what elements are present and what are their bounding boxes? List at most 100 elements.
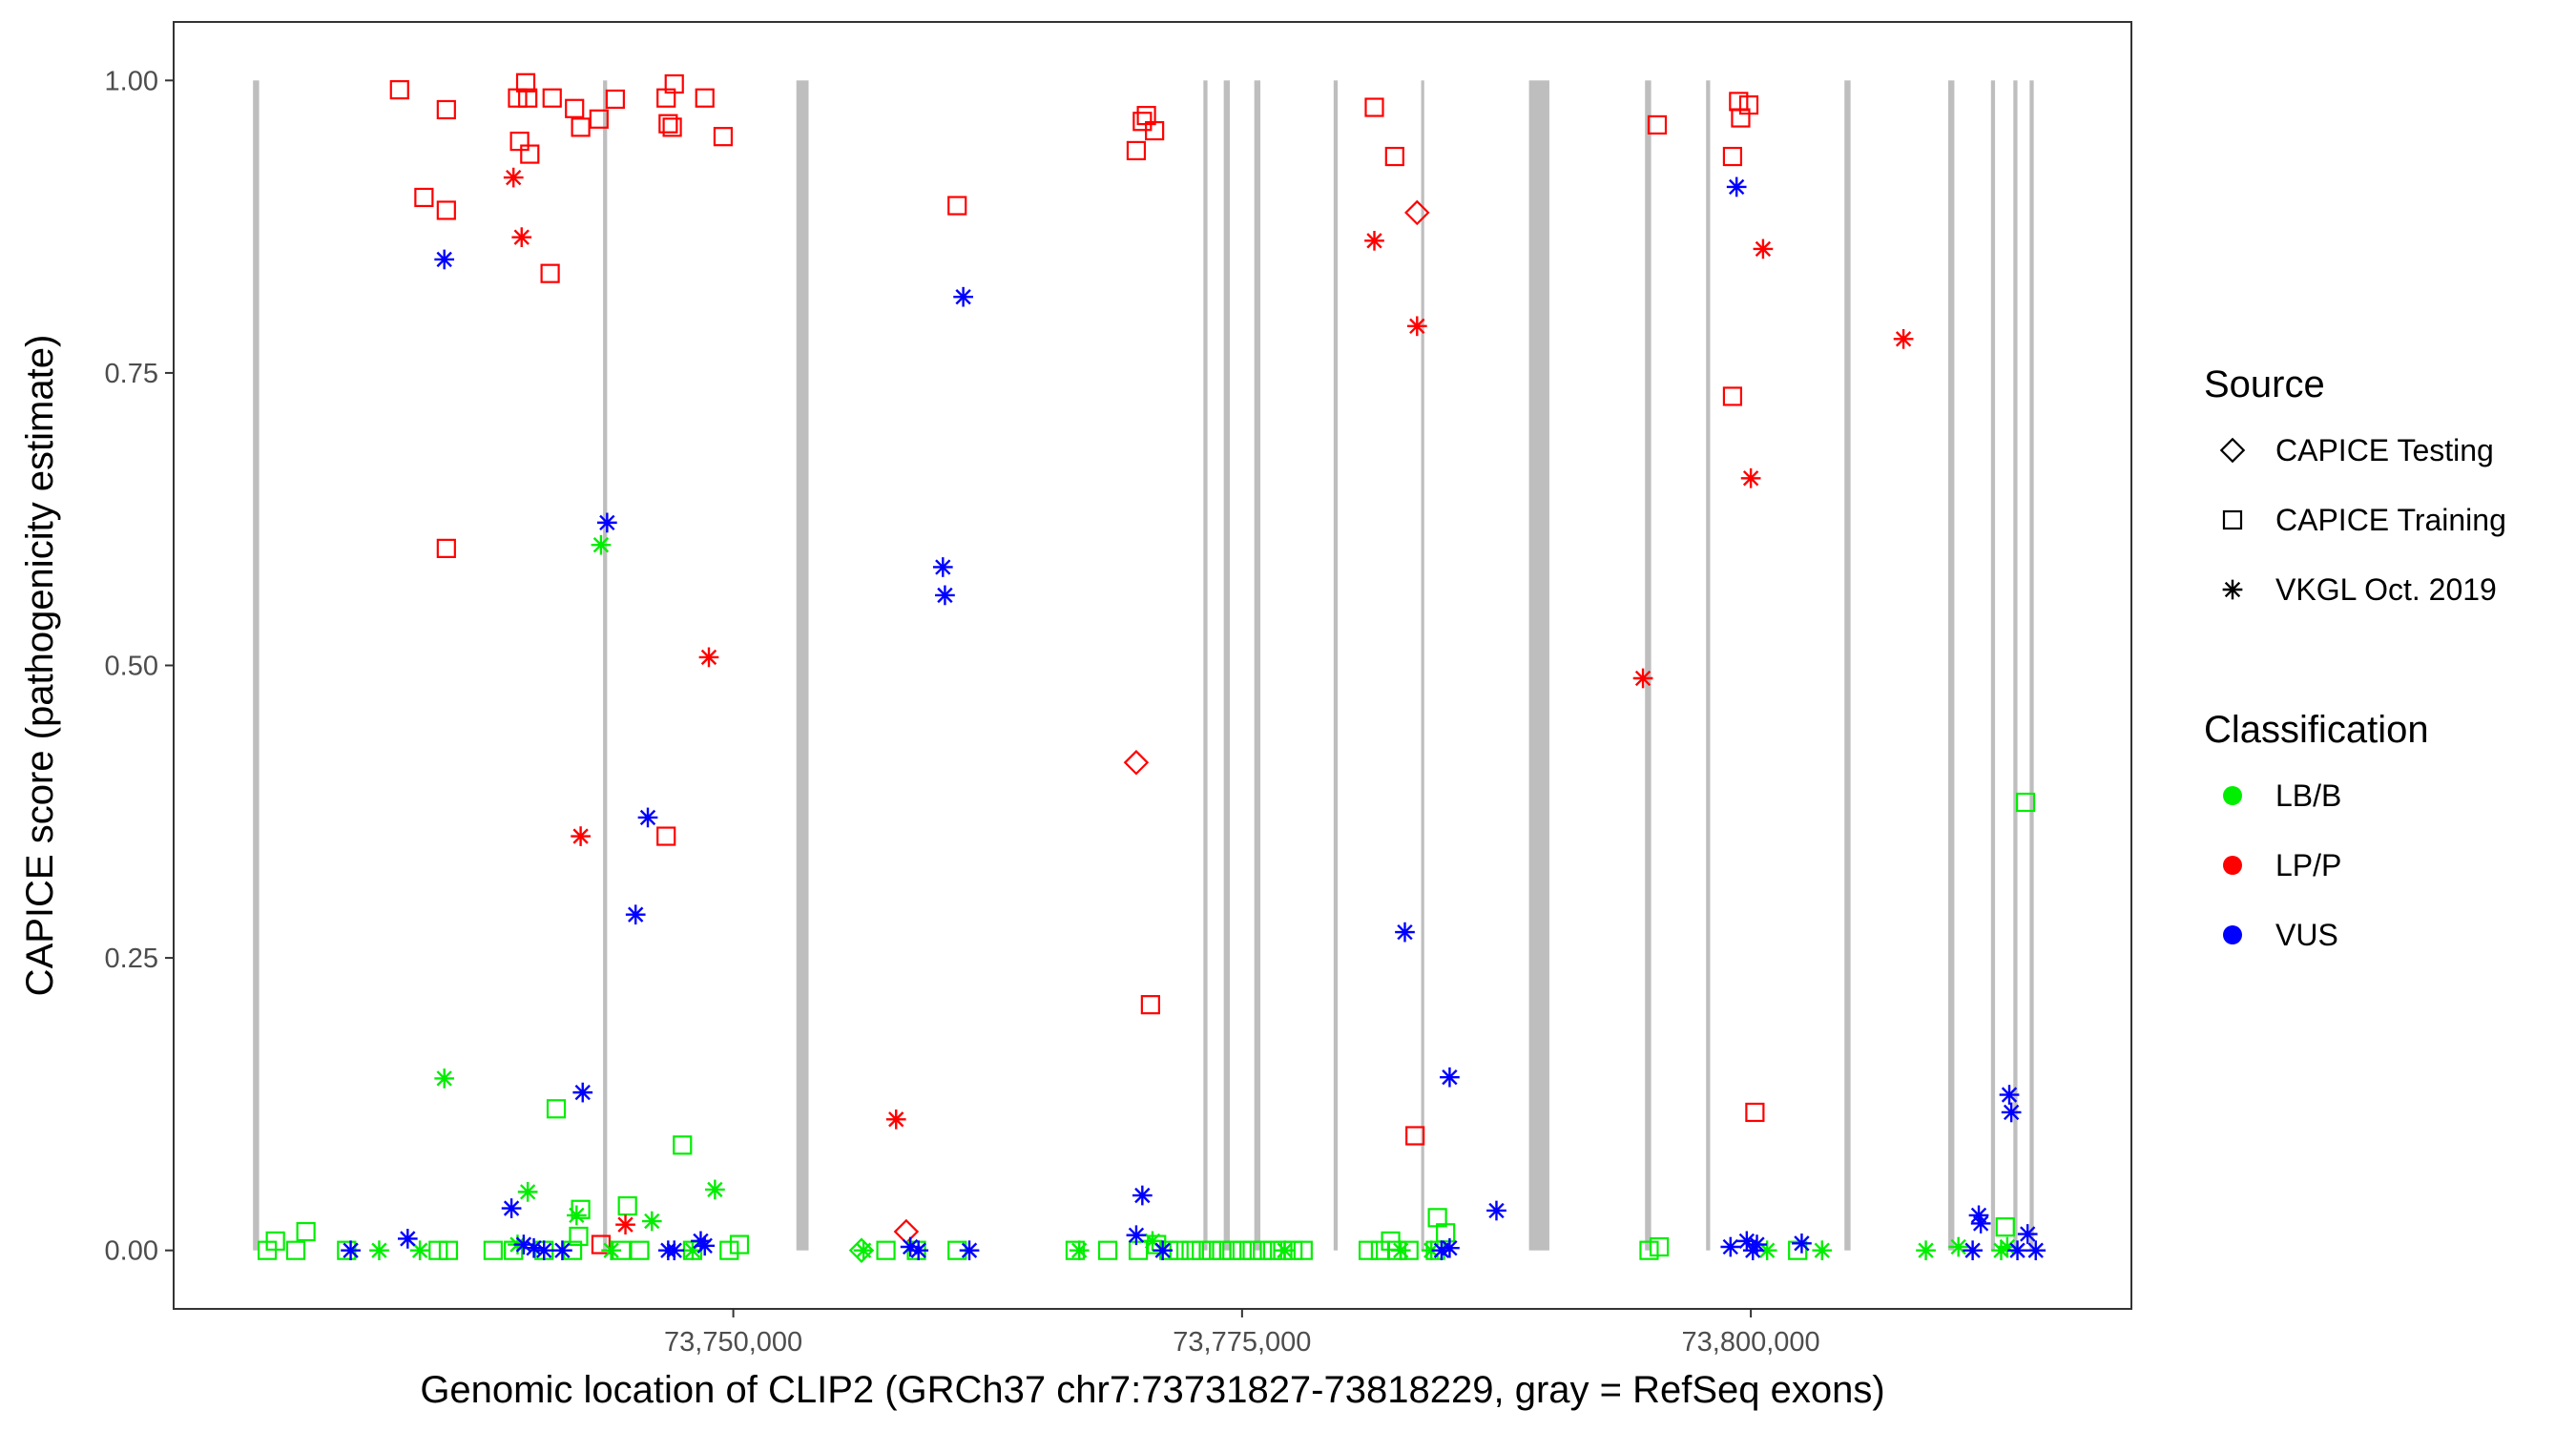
data-point bbox=[1995, 1217, 2015, 1237]
exon-band bbox=[1203, 80, 1208, 1251]
data-point bbox=[389, 80, 409, 100]
data-point bbox=[1395, 922, 1415, 943]
data-point bbox=[695, 1235, 716, 1256]
data-point bbox=[1720, 1236, 1741, 1257]
asterisk-stroke bbox=[1814, 1242, 1830, 1258]
asterisk-stroke bbox=[1366, 233, 1382, 249]
asterisk-stroke bbox=[506, 169, 522, 186]
data-point bbox=[566, 1205, 587, 1226]
asterisk-stroke bbox=[1722, 1238, 1738, 1255]
asterisk-stroke bbox=[2020, 1226, 2036, 1242]
asterisk-stroke bbox=[572, 828, 589, 844]
asterisk-stroke bbox=[1729, 178, 1745, 196]
data-point bbox=[947, 196, 967, 216]
data-point bbox=[1722, 386, 1743, 406]
exon-band bbox=[603, 80, 608, 1251]
data-point bbox=[853, 1240, 874, 1261]
data-point bbox=[591, 1234, 612, 1255]
exon-band bbox=[1333, 80, 1339, 1251]
asterisk-stroke bbox=[644, 1213, 660, 1230]
asterisk-stroke bbox=[617, 1216, 634, 1233]
data-point bbox=[341, 1240, 361, 1261]
exon-band bbox=[1990, 80, 1996, 1251]
data-point bbox=[885, 1109, 906, 1130]
data-point bbox=[729, 1234, 750, 1255]
data-point bbox=[625, 904, 646, 925]
data-point bbox=[2015, 792, 2036, 813]
asterisk-stroke bbox=[1144, 1233, 1161, 1250]
exon-band bbox=[2029, 80, 2034, 1251]
asterisk-stroke bbox=[569, 1207, 585, 1224]
asterisk-stroke bbox=[1999, 1238, 2016, 1255]
data-point bbox=[1097, 1240, 1118, 1260]
data-point bbox=[1916, 1240, 1936, 1261]
data-point bbox=[483, 1240, 503, 1260]
exon-layer bbox=[253, 80, 2034, 1251]
data-point bbox=[935, 585, 955, 606]
data-point bbox=[409, 1240, 430, 1261]
data-point bbox=[428, 1240, 448, 1260]
asterisk-stroke bbox=[1749, 1236, 1765, 1253]
asterisk-stroke bbox=[935, 559, 951, 575]
legend-source-title: Source bbox=[2204, 363, 2325, 405]
data-point bbox=[953, 286, 973, 307]
data-point bbox=[1792, 1233, 1812, 1254]
data-point bbox=[1222, 1240, 1242, 1260]
data-point bbox=[695, 88, 715, 108]
data-point bbox=[1132, 1185, 1153, 1206]
asterisk-stroke bbox=[1154, 1242, 1171, 1258]
data-point bbox=[511, 227, 532, 248]
data-point bbox=[1126, 140, 1147, 160]
data-point bbox=[1275, 1240, 1295, 1261]
data-point bbox=[698, 647, 719, 668]
data-point bbox=[569, 1226, 589, 1247]
data-point bbox=[1364, 97, 1384, 117]
data-point bbox=[1740, 467, 1761, 488]
data-point bbox=[434, 249, 455, 270]
asterisk-stroke bbox=[411, 1242, 428, 1258]
asterisk-stroke bbox=[436, 251, 452, 268]
data-point bbox=[503, 167, 524, 188]
data-point bbox=[893, 1218, 920, 1245]
legend-class-label: VUS bbox=[2275, 918, 2338, 952]
data-point bbox=[1128, 1240, 1149, 1260]
exon-band bbox=[1421, 80, 1424, 1251]
asterisk-stroke bbox=[1433, 1242, 1450, 1258]
data-point bbox=[637, 807, 658, 828]
asterisk-stroke bbox=[1277, 1242, 1293, 1258]
y-tick-label: 0.75 bbox=[105, 359, 158, 389]
data-point bbox=[848, 1237, 875, 1263]
data-point bbox=[719, 1240, 739, 1260]
data-point bbox=[1192, 1240, 1212, 1260]
asterisk-stroke bbox=[503, 1200, 520, 1216]
data-point bbox=[1440, 1067, 1460, 1088]
data-point bbox=[369, 1240, 389, 1261]
data-point bbox=[596, 512, 617, 533]
exon-band bbox=[796, 80, 809, 1251]
data-point bbox=[414, 187, 434, 208]
data-point bbox=[932, 557, 953, 577]
y-tick-label: 1.00 bbox=[105, 66, 158, 96]
data-point bbox=[1069, 1240, 1090, 1261]
data-point bbox=[605, 89, 625, 110]
axes: 0.00 0.25 0.50 0.75 1.00 73,750,000 73,775,000… bbox=[105, 66, 1820, 1358]
data-point bbox=[397, 1229, 418, 1249]
data-point bbox=[713, 127, 734, 147]
data-point bbox=[1745, 1102, 1765, 1123]
data-point bbox=[2001, 1102, 2022, 1123]
asterisk-stroke bbox=[1742, 470, 1759, 487]
point-layer bbox=[258, 73, 2046, 1263]
asterisk-stroke bbox=[628, 906, 644, 923]
asterisk-stroke bbox=[371, 1242, 387, 1258]
data-point bbox=[542, 88, 562, 108]
data-point bbox=[265, 1231, 285, 1251]
data-point bbox=[1963, 1240, 1983, 1261]
y-axis-title: CAPICE score (pathogenicity estimate) bbox=[19, 335, 61, 997]
data-point bbox=[1242, 1240, 1262, 1260]
asterisk-stroke bbox=[1397, 923, 1413, 941]
asterisk-stroke bbox=[888, 1111, 904, 1128]
data-point bbox=[1390, 1240, 1411, 1261]
exon-band bbox=[1706, 80, 1711, 1251]
data-point bbox=[2007, 1240, 2027, 1261]
